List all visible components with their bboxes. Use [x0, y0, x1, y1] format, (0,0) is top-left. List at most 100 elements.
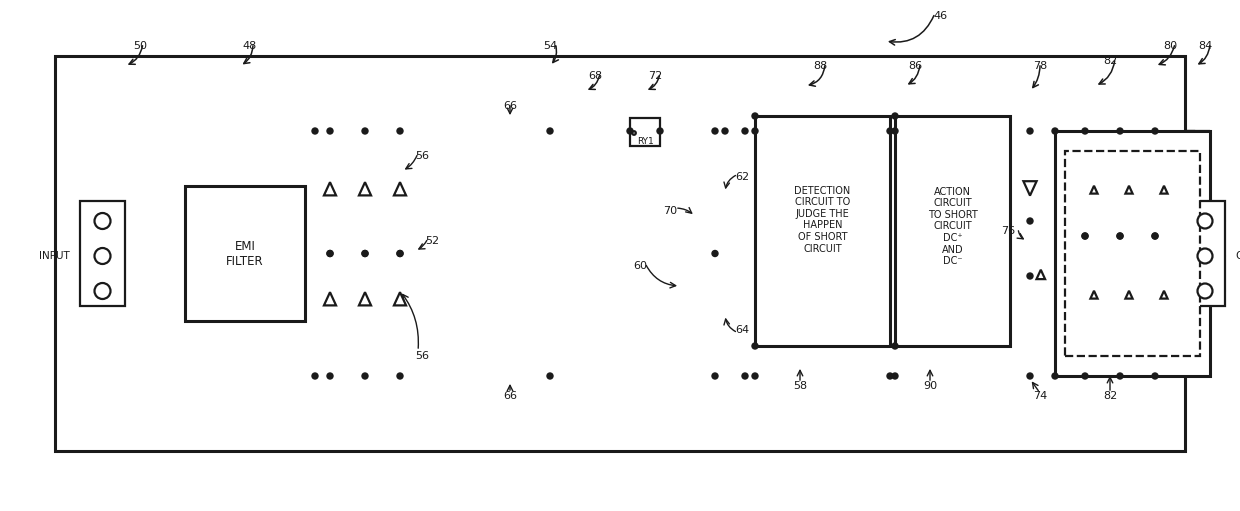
- Circle shape: [1152, 233, 1158, 239]
- Text: 48: 48: [243, 41, 257, 51]
- Polygon shape: [1161, 186, 1168, 194]
- Polygon shape: [1161, 291, 1168, 298]
- Text: 56: 56: [415, 151, 429, 161]
- Text: 64: 64: [735, 325, 749, 335]
- Circle shape: [892, 373, 898, 379]
- Text: 84: 84: [1198, 41, 1213, 51]
- Text: 62: 62: [735, 172, 749, 182]
- Text: 52: 52: [425, 236, 439, 246]
- Circle shape: [327, 373, 334, 379]
- Circle shape: [362, 373, 368, 379]
- Text: 70: 70: [663, 206, 677, 216]
- Text: EMI
FILTER: EMI FILTER: [226, 240, 264, 267]
- Circle shape: [742, 128, 748, 134]
- Circle shape: [1152, 373, 1158, 379]
- Circle shape: [712, 250, 718, 257]
- Circle shape: [327, 250, 334, 257]
- Text: 68: 68: [588, 71, 603, 81]
- Circle shape: [722, 128, 728, 134]
- Text: 50: 50: [133, 41, 148, 51]
- Bar: [81, 201, 125, 306]
- Text: 86: 86: [908, 61, 923, 71]
- Circle shape: [751, 343, 758, 349]
- Circle shape: [1027, 273, 1033, 279]
- Text: 72: 72: [647, 71, 662, 81]
- Circle shape: [397, 250, 403, 257]
- Text: 58: 58: [792, 381, 807, 391]
- Circle shape: [751, 128, 758, 134]
- Bar: [1055, 131, 1210, 376]
- Bar: [895, 116, 1011, 346]
- Text: 80: 80: [1163, 41, 1177, 51]
- Polygon shape: [394, 182, 405, 195]
- Text: 54: 54: [543, 41, 557, 51]
- Circle shape: [1027, 218, 1033, 224]
- Circle shape: [397, 128, 403, 134]
- Text: RY1: RY1: [636, 136, 653, 146]
- Circle shape: [1198, 284, 1213, 298]
- Circle shape: [1117, 128, 1123, 134]
- Circle shape: [887, 128, 893, 134]
- Text: OUTPUT: OUTPUT: [1235, 251, 1240, 261]
- Text: ACTION
CIRCUIT
TO SHORT
CIRCUIT
DC⁺
AND
DC⁻: ACTION CIRCUIT TO SHORT CIRCUIT DC⁺ AND …: [928, 187, 977, 266]
- Circle shape: [1152, 128, 1158, 134]
- Circle shape: [1083, 128, 1087, 134]
- Polygon shape: [1126, 186, 1132, 194]
- Circle shape: [657, 128, 663, 134]
- Polygon shape: [1023, 181, 1037, 196]
- Circle shape: [94, 283, 110, 299]
- Text: 90: 90: [923, 381, 937, 391]
- Polygon shape: [1037, 270, 1045, 279]
- Text: 88: 88: [813, 61, 827, 71]
- Bar: [755, 116, 890, 346]
- Polygon shape: [1126, 291, 1132, 298]
- Circle shape: [1152, 233, 1158, 239]
- Circle shape: [1052, 373, 1058, 379]
- Circle shape: [632, 131, 636, 135]
- Circle shape: [397, 373, 403, 379]
- Circle shape: [1198, 214, 1213, 228]
- Circle shape: [312, 128, 317, 134]
- Text: 66: 66: [503, 391, 517, 401]
- Polygon shape: [358, 292, 371, 306]
- Circle shape: [1027, 128, 1033, 134]
- Text: 60: 60: [632, 261, 647, 271]
- Circle shape: [712, 373, 718, 379]
- Circle shape: [751, 373, 758, 379]
- Text: 46: 46: [932, 11, 947, 21]
- Bar: [55, 56, 1185, 451]
- Polygon shape: [324, 292, 336, 306]
- Bar: [1065, 151, 1200, 356]
- Text: 66: 66: [503, 101, 517, 111]
- Circle shape: [327, 250, 334, 257]
- Circle shape: [94, 213, 110, 229]
- Text: 74: 74: [1033, 391, 1047, 401]
- Text: 78: 78: [1033, 61, 1047, 71]
- Polygon shape: [358, 182, 371, 195]
- Bar: [185, 186, 305, 321]
- Circle shape: [1083, 233, 1087, 239]
- Text: 82: 82: [1102, 391, 1117, 401]
- Circle shape: [1117, 233, 1123, 239]
- Text: INPUT: INPUT: [40, 251, 69, 261]
- Text: INV: INV: [1090, 240, 1110, 252]
- Circle shape: [94, 248, 110, 264]
- Circle shape: [627, 128, 632, 134]
- Text: 76: 76: [1001, 226, 1016, 236]
- Circle shape: [362, 250, 368, 257]
- Circle shape: [742, 373, 748, 379]
- Circle shape: [892, 343, 898, 349]
- Polygon shape: [1090, 186, 1097, 194]
- Circle shape: [892, 128, 898, 134]
- Circle shape: [751, 113, 758, 119]
- Circle shape: [1117, 233, 1123, 239]
- Circle shape: [362, 128, 368, 134]
- Circle shape: [712, 128, 718, 134]
- Text: 82: 82: [1102, 56, 1117, 66]
- Polygon shape: [324, 182, 336, 195]
- Circle shape: [1198, 248, 1213, 264]
- Circle shape: [1027, 373, 1033, 379]
- Circle shape: [327, 128, 334, 134]
- Text: DETECTION
CIRCUIT TO
JUDGE THE
HAPPEN
OF SHORT
CIRCUIT: DETECTION CIRCUIT TO JUDGE THE HAPPEN OF…: [795, 185, 851, 253]
- Circle shape: [1083, 233, 1087, 239]
